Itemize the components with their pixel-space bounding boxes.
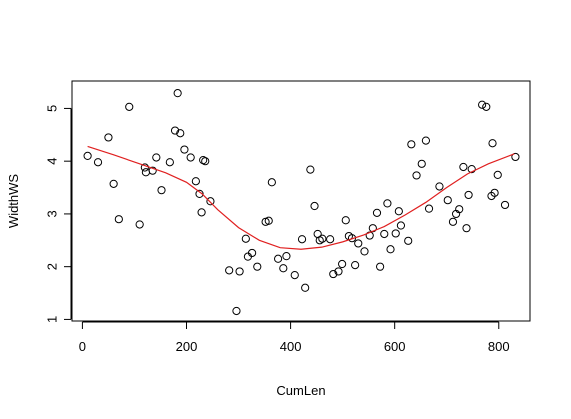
y-tick-label: 2 xyxy=(45,263,60,270)
data-point xyxy=(464,190,473,200)
data-points xyxy=(83,89,520,316)
axes: 0 200 400 600 800 1 2 3 4 5 xyxy=(45,105,510,354)
data-point xyxy=(180,145,189,154)
y-tick-label: 4 xyxy=(45,158,60,165)
x-axis-label: CumLen xyxy=(276,383,325,398)
data-point xyxy=(493,170,502,179)
data-point xyxy=(391,229,400,238)
x-tick-label: 400 xyxy=(280,339,302,354)
data-point xyxy=(152,153,161,162)
data-point xyxy=(247,248,257,258)
data-point xyxy=(148,166,157,175)
data-point xyxy=(186,153,195,162)
data-point xyxy=(380,229,389,239)
data-point xyxy=(351,260,360,270)
data-point xyxy=(109,179,118,188)
data-point xyxy=(165,158,174,167)
data-point xyxy=(201,157,210,166)
data-point xyxy=(360,247,369,256)
data-point xyxy=(279,264,288,273)
data-point xyxy=(104,133,113,142)
data-point xyxy=(140,163,149,172)
data-point xyxy=(417,159,426,168)
data-point xyxy=(274,254,283,263)
data-point xyxy=(376,262,385,271)
data-point xyxy=(511,152,520,162)
data-point xyxy=(424,204,434,213)
data-point xyxy=(448,217,458,226)
data-point xyxy=(334,267,343,276)
data-point xyxy=(435,182,444,191)
data-point xyxy=(297,235,307,244)
data-point xyxy=(329,269,338,279)
data-point xyxy=(394,207,403,216)
data-point xyxy=(341,216,350,225)
data-point xyxy=(173,89,182,98)
data-point xyxy=(206,197,215,206)
data-point xyxy=(407,140,416,149)
data-point xyxy=(241,234,250,243)
data-point xyxy=(197,208,206,217)
data-point xyxy=(232,306,241,316)
y-axis-label: WidthWS xyxy=(6,174,21,229)
data-point xyxy=(170,126,180,135)
data-point xyxy=(141,168,151,177)
data-point xyxy=(93,158,103,167)
y-tick-label: 3 xyxy=(45,210,60,217)
data-point xyxy=(318,234,327,243)
data-point xyxy=(290,271,299,280)
data-point xyxy=(396,221,406,230)
smooth-curve xyxy=(87,145,515,250)
data-point xyxy=(482,102,491,111)
y-tick-label: 1 xyxy=(45,316,60,323)
data-point xyxy=(326,235,335,244)
data-point xyxy=(135,220,144,229)
x-tick-label: 600 xyxy=(384,339,406,354)
data-point xyxy=(282,252,291,261)
data-point xyxy=(467,164,476,174)
data-point xyxy=(176,129,185,138)
data-point xyxy=(195,189,204,198)
data-point xyxy=(412,171,421,180)
data-point xyxy=(83,151,92,161)
data-point xyxy=(383,199,392,208)
plot-box xyxy=(71,80,531,322)
data-point xyxy=(338,259,347,269)
data-point xyxy=(225,266,234,275)
plot-area xyxy=(71,80,531,322)
data-point xyxy=(500,200,510,210)
x-tick-label: 800 xyxy=(488,339,510,354)
data-point xyxy=(404,236,413,245)
data-point xyxy=(157,186,166,195)
data-point xyxy=(478,100,487,109)
data-point xyxy=(264,216,273,225)
data-point xyxy=(459,162,468,172)
data-point xyxy=(235,267,244,276)
data-point xyxy=(253,262,262,271)
data-point xyxy=(490,188,499,197)
data-point xyxy=(462,224,471,233)
data-point xyxy=(114,215,123,224)
data-point xyxy=(125,102,134,111)
data-point xyxy=(421,136,431,145)
data-point xyxy=(488,139,497,148)
data-point xyxy=(386,245,395,254)
data-point xyxy=(315,236,324,245)
data-point xyxy=(301,283,310,292)
y-tick-label: 5 xyxy=(45,105,60,112)
data-point xyxy=(354,239,363,248)
x-tick-label: 0 xyxy=(79,339,86,354)
x-tick-label: 200 xyxy=(176,339,198,354)
data-point xyxy=(306,165,315,174)
data-point xyxy=(372,208,382,217)
data-point xyxy=(310,201,319,211)
data-point xyxy=(267,178,276,187)
data-point xyxy=(455,205,464,214)
data-point xyxy=(191,177,200,186)
data-point xyxy=(443,196,452,205)
